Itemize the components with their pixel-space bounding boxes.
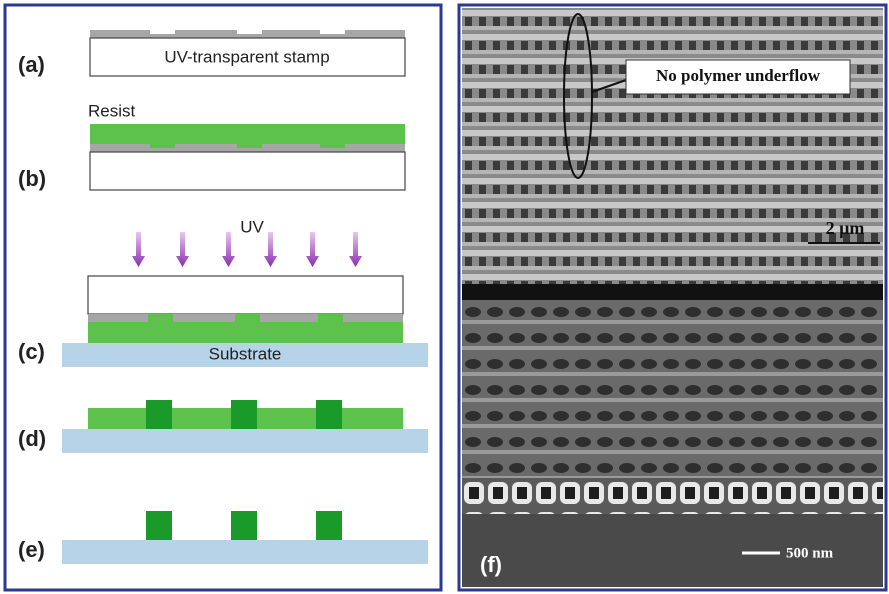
- annotation: No polymer underflow: [656, 66, 821, 85]
- stamp-label: UV-transparent stamp: [164, 47, 329, 66]
- panel-label: (f): [480, 552, 502, 577]
- resist-label: Resist: [88, 101, 136, 120]
- step-label: (c): [18, 339, 45, 364]
- figure: (a) UV-transparent stamp Resist (b) UV: [0, 0, 889, 594]
- stamp-with-resist: [90, 124, 405, 190]
- substrate-label: Substrate: [209, 344, 282, 363]
- scale-label: 2 µm: [826, 218, 865, 238]
- step-label: (d): [18, 426, 46, 451]
- scale-label: 500 nm: [786, 545, 834, 561]
- step-label: (b): [18, 166, 46, 191]
- sem-image: [462, 8, 883, 587]
- step-label: (a): [18, 52, 45, 77]
- uv-label: UV: [240, 217, 264, 236]
- step-label: (e): [18, 537, 45, 562]
